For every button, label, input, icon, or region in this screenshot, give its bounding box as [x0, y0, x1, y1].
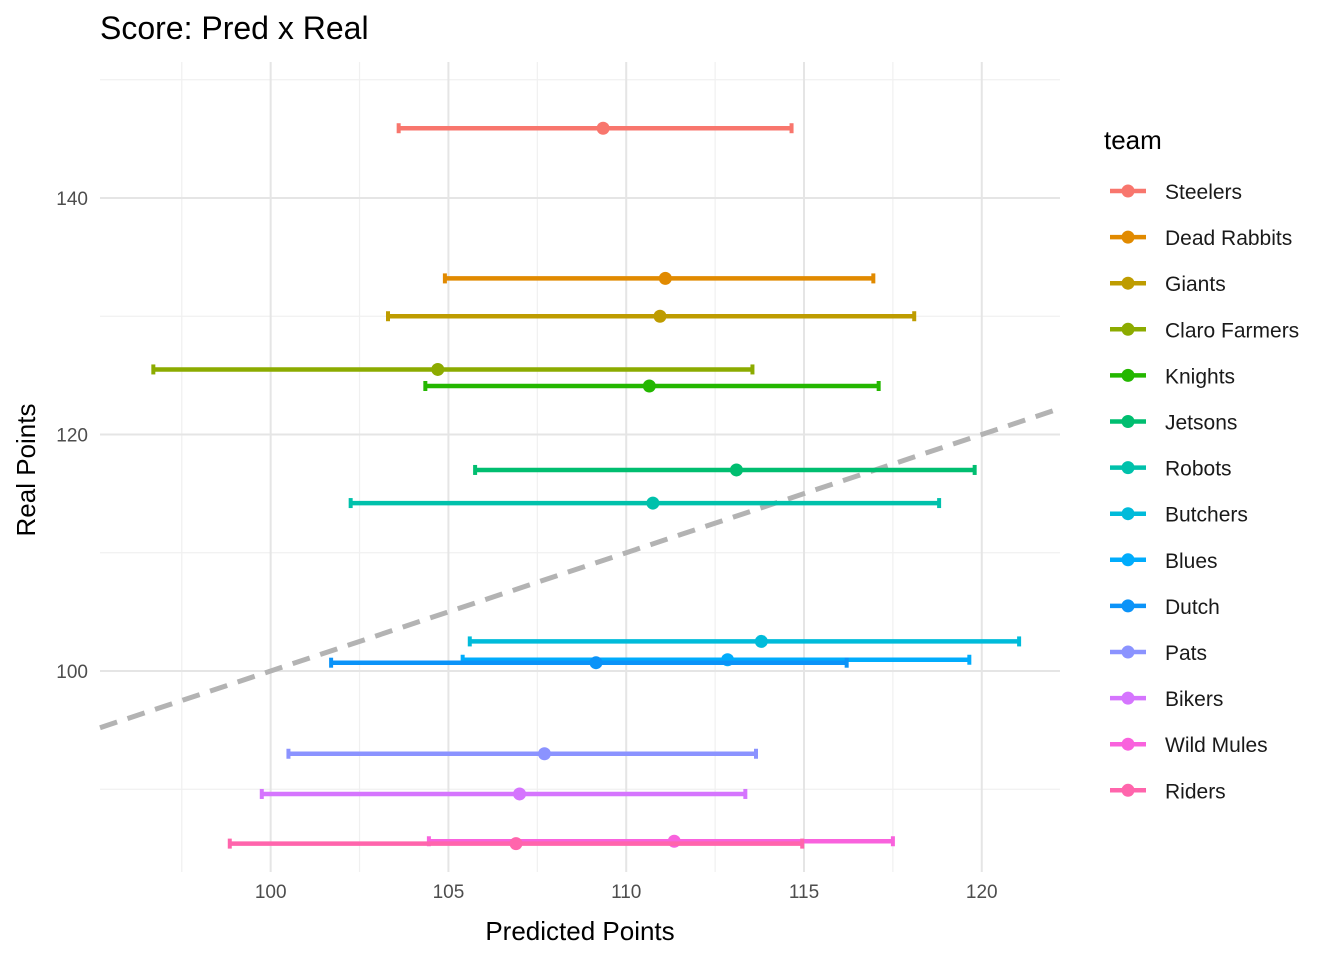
series-jetsons: [473, 463, 977, 477]
data-point: [537, 747, 551, 761]
legend-key-point: [1121, 599, 1135, 613]
series-dead-rabbits: [442, 271, 876, 285]
legend-key-point: [1121, 415, 1135, 428]
legend-key-point: [1121, 783, 1135, 797]
data-point: [431, 362, 445, 376]
data-point: [658, 271, 672, 285]
series-knights: [423, 379, 881, 393]
legend-label: Knights: [1165, 365, 1235, 388]
series-robots: [348, 496, 942, 510]
legend-label: Riders: [1165, 780, 1226, 803]
y-axis-ticks: 100 120 140: [56, 189, 88, 683]
series-butchers: [467, 634, 1022, 648]
series-steelers: [396, 121, 794, 135]
legend-item: Steelers: [1110, 181, 1242, 204]
data-point: [754, 634, 768, 648]
legend-label: Pats: [1165, 642, 1207, 665]
legend-item: Dead Rabbits: [1110, 227, 1292, 250]
legend-key-point: [1121, 276, 1135, 290]
legend-item: Blues: [1110, 550, 1218, 573]
y-tick-label: 100: [56, 662, 88, 683]
data-point: [513, 787, 527, 801]
plot-grid: [100, 62, 1060, 872]
series-pats: [286, 747, 758, 761]
chart-title: Score: Pred x Real: [100, 10, 369, 46]
data-point: [589, 656, 603, 670]
series-layer: [151, 121, 1022, 851]
series-dutch: [329, 656, 849, 670]
y-tick-label: 140: [56, 189, 88, 210]
x-tick-label: 105: [433, 882, 465, 903]
legend-label: Blues: [1165, 550, 1218, 573]
data-point: [642, 379, 656, 393]
legend: Steelers Dead Rabbits Giants Claro Farmers K…: [1110, 181, 1299, 803]
x-tick-label: 100: [255, 882, 287, 903]
legend-key-point: [1121, 691, 1135, 705]
legend-label: Wild Mules: [1165, 734, 1268, 757]
x-tick-label: 115: [789, 882, 819, 903]
y-tick-label: 120: [56, 425, 88, 446]
series-riders: [227, 837, 805, 851]
legend-title: team: [1104, 125, 1162, 155]
legend-item: Jetsons: [1110, 412, 1237, 435]
series-giants: [386, 309, 917, 323]
legend-label: Giants: [1165, 273, 1226, 296]
legend-label: Claro Farmers: [1165, 319, 1299, 342]
legend-key-point: [1121, 737, 1135, 751]
legend-label: Dutch: [1165, 596, 1220, 619]
series-claro-farmers: [151, 362, 755, 376]
legend-item: Robots: [1110, 458, 1232, 481]
legend-key-point: [1121, 461, 1135, 475]
data-point: [653, 309, 667, 323]
legend-item: Pats: [1110, 642, 1207, 665]
legend-key-point: [1121, 645, 1135, 659]
series-bikers: [259, 787, 748, 801]
legend-key-point: [1121, 230, 1135, 244]
x-tick-label: 110: [611, 882, 641, 903]
legend-item: Knights: [1110, 365, 1235, 388]
legend-label: Jetsons: [1165, 412, 1237, 435]
reference-line: [99, 406, 1061, 731]
data-point: [596, 121, 610, 135]
legend-label: Dead Rabbits: [1165, 227, 1292, 250]
legend-label: Steelers: [1165, 181, 1242, 204]
legend-item: Wild Mules: [1110, 734, 1268, 757]
y-axis-title: Real Points: [11, 404, 41, 537]
legend-key-point: [1121, 507, 1135, 521]
x-axis-title: Predicted Points: [485, 916, 674, 946]
legend-label: Robots: [1165, 458, 1232, 481]
x-tick-label: 120: [966, 882, 998, 903]
legend-key-point: [1121, 553, 1135, 567]
reference-line-group: [99, 406, 1061, 731]
legend-label: Bikers: [1165, 688, 1223, 711]
data-point: [646, 496, 660, 510]
legend-label: Butchers: [1165, 504, 1248, 527]
data-point: [729, 463, 743, 477]
legend-item: Claro Farmers: [1110, 319, 1299, 342]
legend-item: Riders: [1110, 780, 1226, 803]
legend-item: Dutch: [1110, 596, 1220, 619]
legend-item: Giants: [1110, 273, 1226, 296]
data-point: [509, 837, 523, 851]
legend-key-point: [1121, 322, 1135, 336]
x-axis-ticks: 100 105 110 115 120: [255, 882, 998, 903]
legend-item: Butchers: [1110, 504, 1248, 527]
legend-item: Bikers: [1110, 688, 1223, 711]
legend-key-point: [1121, 368, 1135, 382]
legend-key-point: [1121, 184, 1135, 198]
